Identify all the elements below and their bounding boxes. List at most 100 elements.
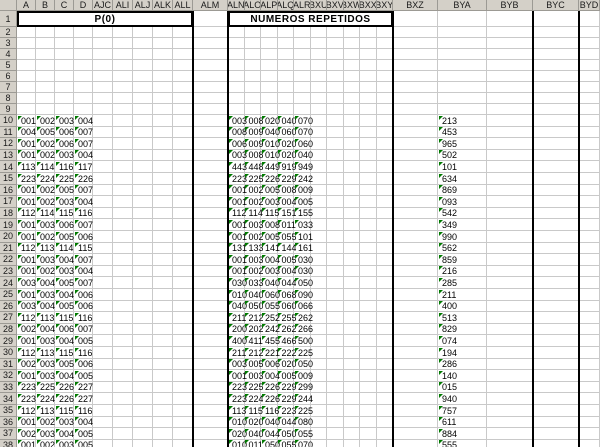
cell-BYA14[interactable]: 101 (442, 161, 458, 172)
cell-ALN35[interactable]: 113 (232, 405, 247, 416)
col-header-ALJ[interactable]: ALJ (133, 0, 153, 11)
cell-A26[interactable]: 003 (21, 301, 37, 312)
cell-D24[interactable]: 007 (78, 277, 94, 288)
cell-D18[interactable]: 116 (78, 208, 93, 219)
cell-A17[interactable]: 001 (21, 196, 37, 207)
cell-ALO31[interactable]: 005 (248, 359, 264, 370)
cell-ALP11[interactable]: 040 (265, 127, 280, 138)
cell-C34[interactable]: 226 (59, 393, 75, 404)
cell-BYA23[interactable]: 216 (442, 266, 458, 277)
cell-B33[interactable]: 225 (40, 382, 56, 393)
cell-ALR19[interactable]: 033 (298, 219, 313, 230)
cell-B24[interactable]: 004 (40, 277, 56, 288)
cell-D33[interactable]: 227 (78, 382, 94, 393)
row-header-9[interactable]: 9 (0, 104, 17, 115)
row-header-16[interactable]: 16 (0, 184, 17, 197)
cell-C14[interactable]: 116 (59, 161, 74, 172)
cell-ALP36[interactable]: 040 (265, 417, 280, 428)
row-header-21[interactable]: 21 (0, 242, 17, 255)
cell-D12[interactable]: 007 (78, 138, 94, 149)
cell-D36[interactable]: 004 (78, 417, 94, 428)
cell-B37[interactable]: 003 (40, 428, 56, 439)
cell-ALP17[interactable]: 003 (265, 196, 280, 207)
cell-A11[interactable]: 004 (21, 127, 37, 138)
cell-ALQ23[interactable]: 004 (281, 266, 297, 277)
merged-header-numeros-repetidos[interactable]: NUMEROS REPETIDOS (228, 11, 393, 27)
cell-A22[interactable]: 001 (21, 254, 37, 265)
cell-B25[interactable]: 003 (40, 289, 56, 300)
cell-D10[interactable]: 004 (78, 115, 94, 126)
cell-ALP20[interactable]: 005 (265, 231, 280, 242)
cell-ALO14[interactable]: 448 (248, 161, 264, 172)
cell-C23[interactable]: 003 (59, 266, 75, 277)
cell-BYA30[interactable]: 194 (442, 347, 458, 358)
cell-ALR20[interactable]: 101 (298, 231, 313, 242)
row-header-11[interactable]: 11 (0, 126, 17, 139)
cell-ALN38[interactable]: 010 (232, 440, 247, 447)
cell-A10[interactable]: 001 (21, 115, 37, 126)
cell-BYA28[interactable]: 829 (442, 324, 458, 335)
cell-C12[interactable]: 006 (59, 138, 75, 149)
cell-A24[interactable]: 003 (21, 277, 37, 288)
row-header-35[interactable]: 35 (0, 405, 17, 417)
row-header-10[interactable]: 10 (0, 115, 17, 127)
cell-C21[interactable]: 114 (59, 243, 74, 254)
row-header-26[interactable]: 26 (0, 300, 17, 313)
cell-ALN24[interactable]: 030 (232, 277, 247, 288)
row-header-20[interactable]: 20 (0, 231, 17, 243)
row-header-1[interactable]: 1 (0, 11, 17, 27)
cell-D29[interactable]: 005 (78, 335, 94, 346)
cell-D30[interactable]: 116 (78, 347, 93, 358)
cell-ALR16[interactable]: 009 (298, 185, 313, 196)
cell-B32[interactable]: 003 (40, 370, 56, 381)
cell-ALO23[interactable]: 002 (248, 266, 264, 277)
cell-C33[interactable]: 226 (59, 382, 75, 393)
row-header-25[interactable]: 25 (0, 289, 17, 301)
cell-C10[interactable]: 003 (59, 115, 75, 126)
cell-ALQ33[interactable]: 229 (281, 382, 297, 393)
cell-D15[interactable]: 226 (78, 173, 94, 184)
cell-ALO22[interactable]: 003 (248, 254, 264, 265)
cell-ALN13[interactable]: 003 (232, 150, 247, 161)
cell-C25[interactable]: 004 (59, 289, 75, 300)
cell-A23[interactable]: 001 (21, 266, 37, 277)
cell-BYA24[interactable]: 285 (442, 277, 458, 288)
cell-ALR30[interactable]: 225 (298, 347, 313, 358)
cell-D37[interactable]: 005 (78, 428, 94, 439)
cell-BYA13[interactable]: 502 (442, 150, 458, 161)
cell-ALO10[interactable]: 008 (248, 115, 264, 126)
col-header-ALQ[interactable]: ALQ (277, 0, 294, 11)
cell-D20[interactable]: 006 (78, 231, 94, 242)
cell-ALQ18[interactable]: 151 (281, 208, 297, 219)
cell-C27[interactable]: 115 (59, 312, 74, 323)
cell-ALP28[interactable]: 242 (265, 324, 280, 335)
cell-ALR10[interactable]: 070 (298, 115, 313, 126)
cell-A37[interactable]: 002 (21, 428, 37, 439)
cell-A15[interactable]: 223 (21, 173, 37, 184)
cell-C31[interactable]: 005 (59, 359, 75, 370)
cell-ALP37[interactable]: 044 (265, 428, 280, 439)
cell-D14[interactable]: 117 (78, 161, 93, 172)
cell-ALO26[interactable]: 050 (248, 301, 264, 312)
cell-ALP34[interactable]: 226 (265, 393, 280, 404)
cell-BYA10[interactable]: 213 (442, 115, 458, 126)
row-header-17[interactable]: 17 (0, 196, 17, 208)
cell-A38[interactable]: 001 (21, 440, 37, 447)
cell-ALR11[interactable]: 070 (298, 127, 313, 138)
cell-ALR35[interactable]: 225 (298, 405, 313, 416)
cell-ALQ32[interactable]: 005 (281, 370, 297, 381)
cell-B34[interactable]: 224 (40, 393, 56, 404)
cell-ALQ19[interactable]: 011 (281, 219, 296, 230)
cell-BYA26[interactable]: 400 (442, 301, 458, 312)
cell-ALR17[interactable]: 005 (298, 196, 313, 207)
cell-ALR29[interactable]: 500 (298, 335, 313, 346)
col-header-BYC[interactable]: BYC (533, 0, 579, 11)
col-header-ALK[interactable]: ALK (153, 0, 173, 11)
row-header-31[interactable]: 31 (0, 358, 17, 371)
cell-D35[interactable]: 116 (78, 405, 93, 416)
cell-ALN29[interactable]: 400 (232, 335, 247, 346)
cell-ALQ28[interactable]: 262 (281, 324, 297, 335)
cell-ALP27[interactable]: 252 (265, 312, 280, 323)
row-header-4[interactable]: 4 (0, 49, 17, 60)
cell-B27[interactable]: 113 (40, 312, 55, 323)
